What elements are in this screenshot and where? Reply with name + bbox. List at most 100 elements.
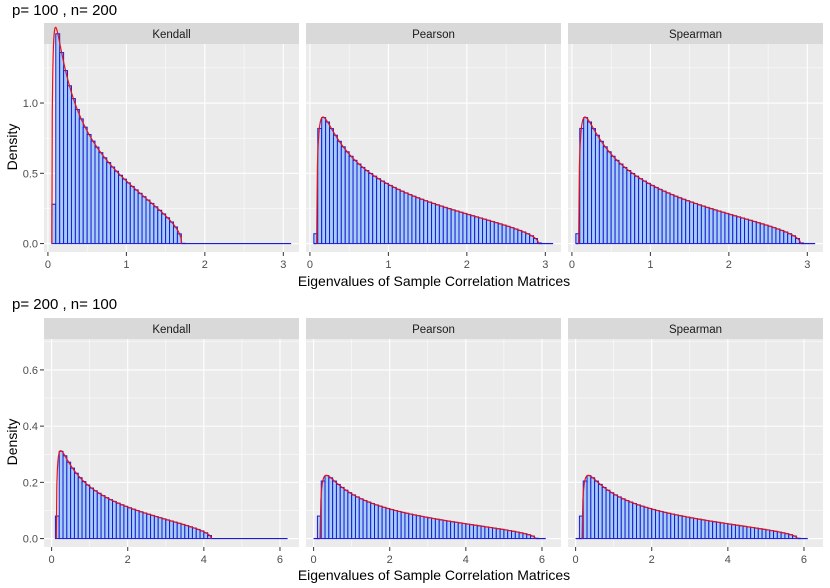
histogram-bar (356, 163, 362, 245)
histogram-bar (779, 229, 785, 245)
histogram-bar (727, 523, 733, 540)
histogram-bar (377, 505, 383, 540)
histogram-bar (321, 117, 327, 245)
histogram-bar (489, 220, 495, 245)
x-tick-label: 0 (311, 554, 317, 566)
histogram-bar (509, 227, 515, 245)
histogram-bar (118, 174, 123, 245)
histogram-bar (488, 527, 493, 540)
histogram-bar (387, 184, 393, 245)
histogram-bar (606, 151, 612, 245)
histogram-bar (55, 33, 61, 245)
histogram-bar (480, 525, 486, 540)
histogram-bar (620, 498, 626, 540)
x-tick-label: 6 (801, 554, 807, 566)
histogram-bar (491, 527, 497, 540)
histogram-bar (380, 180, 385, 245)
histogram-bar (325, 121, 331, 245)
histogram-bar (649, 184, 655, 245)
histogram-bar (507, 530, 513, 540)
histogram-bar (469, 524, 474, 540)
histogram-bar (332, 134, 338, 245)
histogram-bar (761, 528, 767, 540)
x-tick-label: 0 (49, 554, 55, 566)
x-tick-label: 4 (201, 554, 207, 566)
histogram-bar (503, 529, 509, 540)
histogram-bar (184, 525, 190, 540)
histogram-bar (129, 185, 135, 245)
histogram-bar (628, 501, 634, 540)
histogram-bar (613, 494, 618, 540)
row-1-panels: 0.0 0.5 1.0 Kendall 0 1 2 3 Pearson 0 1 2 3 Spearman 0… (23, 23, 823, 271)
histogram-bar (661, 190, 667, 245)
histogram-bar (662, 511, 668, 540)
histogram-bar (169, 520, 174, 540)
histogram-bar (769, 530, 775, 540)
histogram-bar (161, 518, 167, 540)
histogram-bar (586, 475, 592, 540)
histogram-bar (86, 134, 92, 245)
histogram-bar (450, 209, 456, 245)
histogram-bar (757, 528, 763, 540)
x-tick-label: 0 (45, 259, 51, 271)
histogram-bar (63, 70, 69, 245)
histogram-bar (677, 197, 683, 245)
facet-strip (306, 318, 561, 339)
histogram-bar (602, 146, 608, 245)
histogram-bar (141, 196, 147, 245)
row-1-title: p= 100 , n= 200 (12, 2, 117, 19)
histogram-bar (605, 489, 611, 540)
histogram-bar (626, 170, 632, 245)
row-1-y-axis-title: Density (4, 124, 20, 171)
histogram-bar (82, 126, 88, 245)
histogram-bar (329, 128, 334, 245)
histogram-bar (742, 525, 748, 540)
histogram-bar (658, 510, 664, 540)
histogram-bar (674, 514, 679, 540)
histogram-bar (453, 521, 459, 540)
histogram-bar (669, 194, 675, 245)
histogram-bar (92, 490, 98, 540)
histogram-bar (133, 189, 139, 245)
histogram-bar (731, 524, 736, 540)
histogram-bar (385, 507, 391, 540)
histogram-bar (98, 152, 104, 245)
histogram-bar (114, 170, 120, 245)
facet-label: Kendall (152, 324, 190, 336)
histogram-bar (74, 108, 80, 245)
histogram-bar (525, 233, 531, 245)
histogram-bar (381, 506, 387, 540)
histogram-bar (110, 166, 116, 245)
histogram-bar (696, 518, 702, 540)
histogram-bar (461, 522, 467, 540)
density-curve (581, 474, 798, 539)
histogram-bar (354, 496, 360, 540)
histogram-bar (78, 118, 84, 245)
histogram-bar (149, 202, 155, 245)
histogram-bar (106, 162, 112, 245)
histogram-bar (465, 523, 471, 540)
row-2-title: p= 200 , n= 100 (12, 296, 117, 313)
histogram-bar (643, 506, 649, 540)
x-tick-label: 2 (464, 259, 470, 271)
x-tick-label: 0 (569, 259, 575, 271)
histogram-bar (395, 188, 401, 245)
histogram-bar (127, 507, 133, 540)
histogram-bar (157, 209, 163, 245)
x-tick-label: 2 (202, 259, 208, 271)
histogram-bar (96, 492, 102, 540)
histogram-bar (145, 199, 151, 245)
histogram-bar (591, 128, 596, 245)
histogram-bar (594, 134, 600, 245)
histogram-bar (601, 486, 607, 540)
histogram-bar (108, 499, 114, 540)
density-curve (316, 116, 540, 244)
histogram-bar (134, 509, 140, 540)
histogram-bar (172, 521, 178, 540)
histogram-bar (340, 146, 346, 245)
facet-strip (568, 318, 823, 339)
histogram-bar (505, 225, 511, 245)
histogram-bar (442, 519, 448, 540)
histogram-bar (138, 511, 144, 540)
